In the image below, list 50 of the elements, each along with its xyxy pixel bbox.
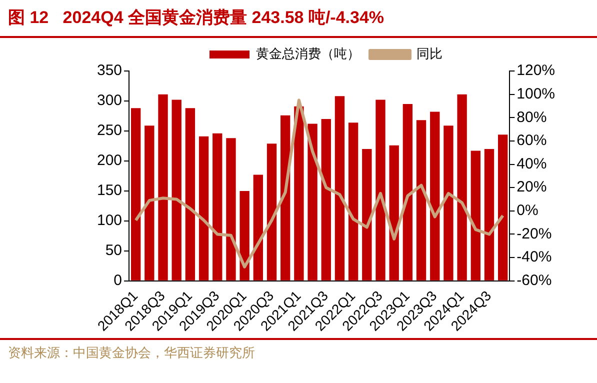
y2-tick-label: 20% [516, 178, 547, 196]
y2-tick-label: 0% [516, 202, 538, 220]
bar [280, 115, 290, 280]
bar [376, 100, 386, 280]
bar [266, 144, 277, 280]
bar [212, 133, 222, 280]
bar [185, 108, 196, 280]
bar [253, 174, 264, 280]
bar [144, 126, 154, 280]
y-tick-label: 250 [96, 122, 122, 140]
chart-title: 图 12 2024Q4 全国黄金消费量 243.58 吨/-4.34% [0, 0, 597, 38]
y-tick-label: 50 [105, 242, 122, 260]
y-tick-label: 300 [96, 92, 122, 110]
y-tick-label: 200 [96, 152, 122, 170]
bar [362, 148, 372, 280]
bar [321, 118, 331, 280]
bar [470, 150, 480, 280]
legend-label: 黄金总消费（吨） [256, 46, 360, 62]
bar [348, 122, 358, 280]
bar [172, 100, 182, 280]
bar [226, 138, 236, 280]
y-tick-label: 0 [114, 272, 122, 290]
y2-tick-label: 40% [516, 155, 547, 172]
y2-tick-label: -20% [516, 225, 552, 242]
bar [334, 96, 345, 280]
bar [294, 106, 304, 280]
y2-tick-label: -60% [516, 272, 552, 290]
bar [457, 94, 467, 280]
bar [484, 148, 494, 280]
y2-tick-label: 80% [516, 108, 547, 126]
bar [198, 136, 209, 280]
bar [130, 108, 141, 280]
bar [416, 120, 426, 280]
y2-tick-label: 100% [516, 85, 556, 102]
bar [430, 112, 440, 280]
bar [402, 104, 413, 280]
y2-tick-label: 120% [516, 62, 556, 80]
bar [308, 124, 318, 280]
text: 资料来源：中国黄金协会，华西证券研究所 [8, 344, 256, 362]
y-tick-label: 100 [96, 212, 122, 230]
y-tick-label: 150 [96, 182, 122, 200]
legend-label: 同比 [416, 46, 442, 62]
bar [158, 94, 168, 280]
bar [240, 190, 250, 280]
bar [444, 126, 454, 280]
y-tick-label: 350 [96, 62, 122, 80]
y2-tick-label: -40% [516, 248, 552, 266]
bar [498, 134, 508, 280]
y2-tick-label: 60% [516, 132, 547, 150]
bar [389, 145, 399, 280]
